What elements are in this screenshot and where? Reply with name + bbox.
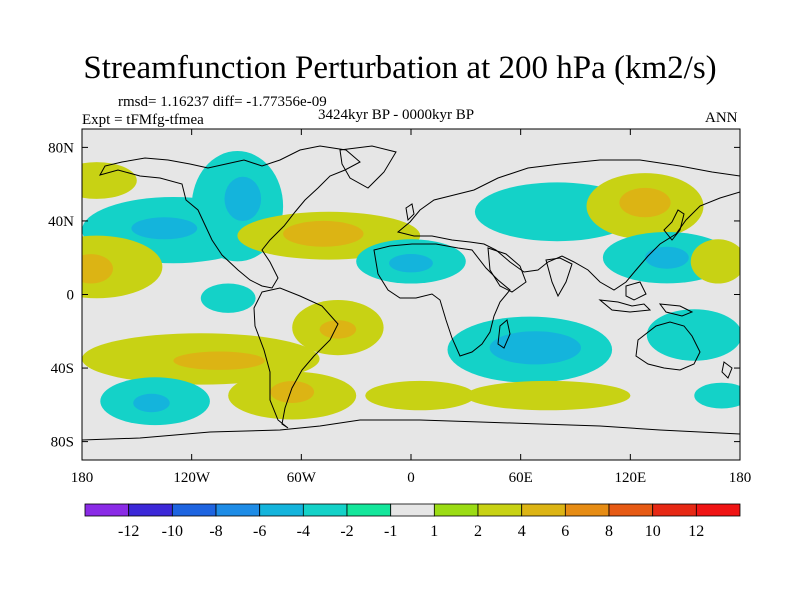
colorbar-swatch — [477, 503, 523, 517]
x-tick-label: 120W — [173, 470, 211, 486]
x-tick-label: 120E — [614, 470, 646, 486]
period-label: 3424kyr BP - 0000kyr BP — [318, 107, 475, 123]
colorbar-swatch — [302, 503, 348, 517]
colorbar-swatch — [695, 503, 741, 517]
anomaly-positive-25 — [319, 320, 357, 339]
experiment-label: Expt = tFMfg-tfmea — [82, 112, 204, 128]
colorbar-label: 6 — [561, 523, 569, 540]
colorbar-swatch — [390, 503, 435, 517]
anomaly-negative-22 — [224, 176, 262, 221]
anomaly-negative-19 — [694, 382, 740, 409]
anomaly-negative-31 — [645, 246, 689, 269]
coastlines — [82, 145, 740, 441]
colorbar-swatch — [84, 503, 130, 517]
anomaly-positive-30 — [619, 187, 671, 218]
y-tick-label: 40N — [48, 214, 74, 230]
x-tick-label: 180 — [71, 470, 94, 486]
anomaly-negative-24 — [389, 254, 433, 273]
colorbar-swatch — [346, 503, 392, 517]
anomaly-positive-2 — [82, 235, 163, 299]
colorbar-label: 12 — [688, 523, 704, 540]
anomaly-negative-18 — [646, 309, 740, 361]
x-tick-label: 60E — [509, 470, 533, 486]
colorbar-label: -8 — [209, 523, 222, 540]
colorbar-label: -6 — [253, 523, 266, 540]
colorbar-label: -4 — [297, 523, 310, 540]
anomaly-positive-26 — [173, 351, 265, 370]
x-tick-label: 0 — [407, 470, 415, 486]
colorbar-label: 2 — [474, 523, 482, 540]
anomaly-positive-0 — [82, 162, 137, 199]
anomaly-fields — [82, 151, 740, 426]
axes: 180 120W 60W 0 60E 120E 180 80N 40N 0 40S 80S — [48, 129, 751, 486]
colorbar-swatch — [608, 503, 654, 517]
anomaly-positive-17 — [690, 239, 740, 284]
y-tick-label: 0 — [67, 288, 75, 304]
colorbar-swatch — [652, 503, 697, 517]
colorbar-label: 8 — [605, 523, 613, 540]
anomaly-negative-27 — [133, 393, 170, 413]
anomaly-positive-28 — [270, 381, 315, 403]
anomaly-positive-21 — [82, 254, 113, 284]
x-tick-label: 180 — [729, 470, 752, 486]
chart-title: Streamfunction Perturbation at 200 hPa (… — [83, 50, 717, 86]
colorbar-label: 10 — [645, 523, 661, 540]
colorbar: -12 -10 -8 -6 -4 -2 -1 1 2 4 6 8 10 12 — [84, 503, 741, 540]
x-tick-label: 60W — [287, 470, 317, 486]
season-label: ANN — [705, 110, 738, 126]
anomaly-positive-11 — [365, 380, 475, 411]
y-tick-label: 40S — [51, 361, 74, 377]
colorbar-label: 4 — [518, 523, 526, 540]
colorbar-label: 1 — [430, 523, 438, 540]
colorbar-swatch — [521, 503, 566, 517]
colorbar-swatch — [259, 503, 304, 517]
colorbar-swatch — [215, 503, 261, 517]
anomaly-negative-29 — [489, 331, 581, 365]
colorbar-label: -12 — [118, 523, 139, 540]
y-tick-label: 80S — [51, 435, 74, 451]
anomaly-negative-20 — [131, 217, 198, 240]
colorbar-label: -10 — [162, 523, 183, 540]
colorbar-swatch — [128, 503, 173, 517]
colorbar-swatch — [564, 503, 610, 517]
y-tick-label: 80N — [48, 140, 74, 156]
colorbar-label: -1 — [384, 523, 397, 540]
colorbar-swatch — [171, 503, 217, 517]
colorbar-swatch — [433, 503, 479, 517]
stats-line: rmsd= 1.16237 diff= -1.77356e-09 — [118, 94, 327, 110]
anomaly-positive-13 — [465, 380, 631, 411]
anomaly-positive-23 — [283, 220, 364, 247]
colorbar-label: -2 — [340, 523, 353, 540]
anomaly-negative-3 — [200, 283, 256, 313]
